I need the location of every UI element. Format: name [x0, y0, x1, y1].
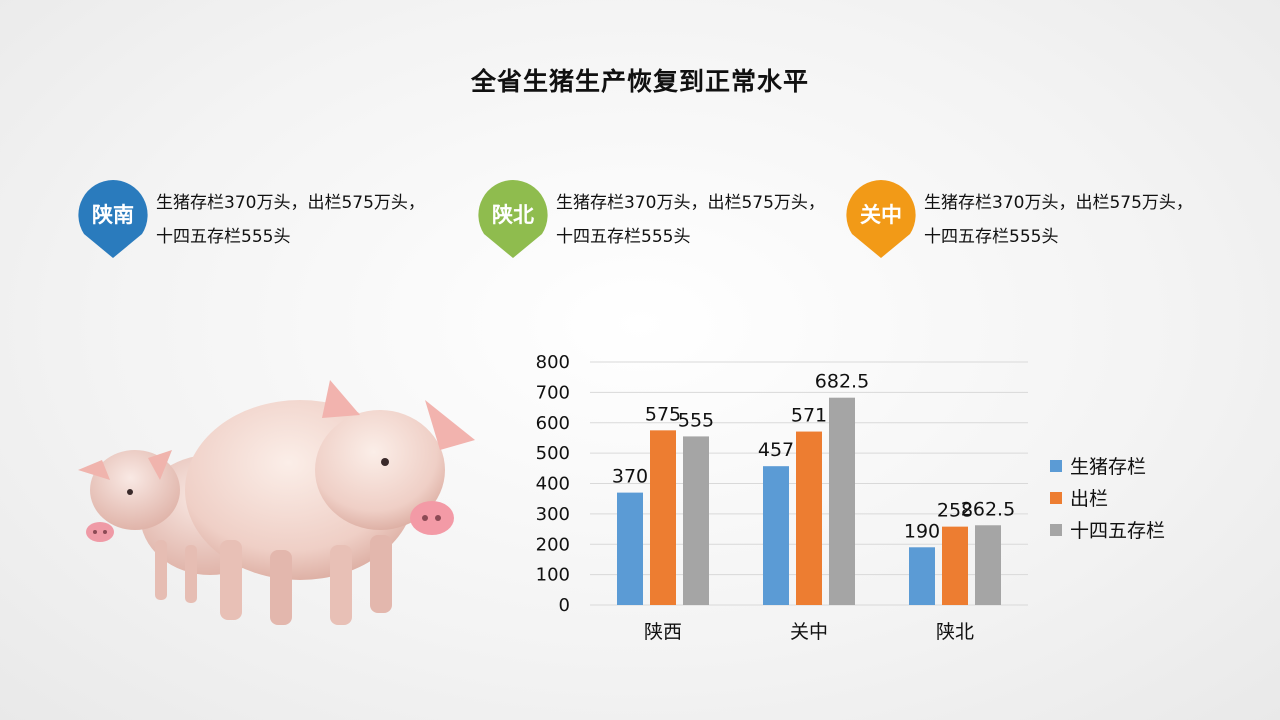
y-tick-label: 700 [536, 382, 570, 403]
bar-value-label: 571 [791, 405, 827, 427]
map-pin-icon: 陕南 [78, 180, 148, 258]
region-name: 陕北 [492, 203, 534, 227]
bar-value-label: 190 [904, 520, 940, 542]
x-tick-label: 陕北 [936, 621, 974, 643]
y-tick-label: 300 [536, 504, 570, 525]
bar-value-label: 555 [678, 409, 714, 431]
bar [796, 431, 822, 605]
bar [909, 547, 935, 605]
chart-bars [617, 397, 1001, 605]
pin-shape [846, 180, 916, 258]
y-tick-label: 400 [536, 474, 570, 495]
region-card-shaannan: 陕南 生猪存栏370万头，出栏575万头，十四五存栏555头 [78, 180, 425, 260]
bar-value-label: 262.5 [961, 498, 1015, 520]
large-pig [185, 380, 475, 625]
bar [763, 466, 789, 605]
chart-x-axis: 陕西 关中 陕北 [644, 621, 974, 643]
pigs-illustration [78, 380, 475, 625]
chart-y-axis: 0 100 200 300 400 500 600 700 800 [536, 352, 570, 616]
x-tick-label: 陕西 [644, 621, 682, 643]
bar [829, 397, 855, 605]
region-description: 生猪存栏370万头，出栏575万头，十四五存栏555头 [924, 193, 1193, 247]
x-tick-label: 关中 [790, 621, 828, 643]
region-card-guanzhong: 关中 生猪存栏370万头，出栏575万头，十四五存栏555头 [846, 180, 1193, 260]
map-pin-icon: 陕北 [478, 180, 548, 258]
region-description: 生猪存栏370万头，出栏575万头，十四五存栏555头 [156, 193, 425, 247]
bar [617, 492, 643, 605]
bar [942, 526, 968, 605]
y-tick-label: 0 [559, 595, 570, 616]
legend-label: 十四五存栏 [1070, 520, 1165, 542]
bar-value-label: 370 [612, 466, 648, 488]
y-tick-label: 800 [536, 352, 570, 373]
bar [683, 436, 709, 605]
legend-swatch [1050, 492, 1062, 504]
region-name: 关中 [860, 203, 902, 227]
bar [650, 430, 676, 605]
region-description: 生猪存栏370万头，出栏575万头，十四五存栏555头 [556, 193, 825, 247]
y-tick-label: 200 [536, 534, 570, 555]
region-name: 陕南 [92, 203, 134, 227]
y-tick-label: 500 [536, 443, 570, 464]
pin-shape [478, 180, 548, 258]
map-pin-icon: 关中 [846, 180, 916, 258]
legend-swatch [1050, 524, 1062, 536]
bar [975, 525, 1001, 605]
bar-value-label: 575 [645, 403, 681, 425]
bar-value-label: 457 [758, 439, 794, 461]
pin-shape [78, 180, 148, 258]
legend-swatch [1050, 460, 1062, 472]
bar-value-label: 258 [937, 500, 973, 522]
legend-label: 生猪存栏 [1070, 456, 1146, 478]
page-title: 全省生猪生产恢复到正常水平 [470, 67, 809, 96]
legend-label: 出栏 [1070, 488, 1108, 510]
y-tick-label: 100 [536, 565, 570, 586]
y-tick-label: 600 [536, 413, 570, 434]
region-card-shaanbei: 陕北 生猪存栏370万头，出栏575万头，十四五存栏555头 [478, 180, 825, 260]
bar-value-label: 682.5 [815, 371, 869, 393]
